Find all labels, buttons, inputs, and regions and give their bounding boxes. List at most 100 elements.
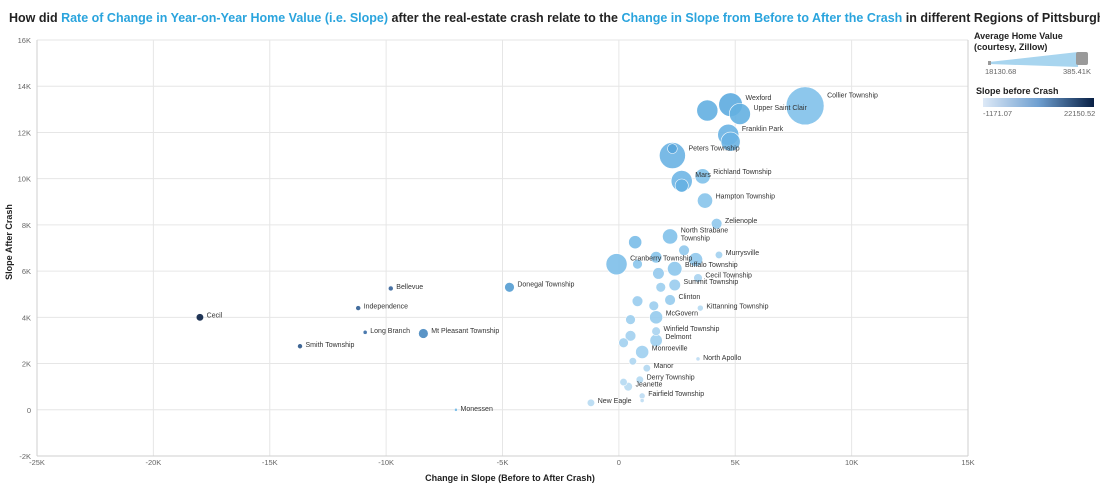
point-label: Hampton Township [716,193,776,200]
data-point[interactable] [674,178,689,193]
axis-ticks: -25K -20K -15K -10K -5K 0 5K 10K 15K -2K 0 2K 4K 6K 8K… [18,36,975,467]
data-point[interactable] [631,295,644,307]
data-point[interactable] [362,329,368,335]
title-highlight-slope: Rate of Change in Year-on-Year Home Valu… [61,11,389,25]
data-point[interactable] [662,228,678,245]
data-point[interactable] [648,300,659,311]
title-part-1: How did [9,11,62,25]
y-axis-title: Slope After Crash [4,204,14,280]
data-point[interactable] [635,345,650,359]
data-point[interactable] [650,251,663,264]
data-point[interactable] [695,356,701,362]
data-point[interactable] [667,261,683,277]
point-label: Kittanning Township [706,303,768,310]
point-label: Wexford [745,95,771,102]
color-legend-max: 22150.52 [1064,109,1096,118]
data-point[interactable] [696,99,719,122]
data-point[interactable] [710,218,723,230]
data-point[interactable] [387,285,394,292]
y-tick-label: 2K [22,360,31,369]
size-legend-min: 18130.68 [985,67,1017,76]
data-point[interactable] [639,398,645,403]
data-point[interactable] [297,343,303,350]
data-point[interactable] [504,282,515,293]
data-point[interactable] [651,326,661,336]
x-tick-label: 10K [845,458,858,467]
y-tick-label: 10K [18,175,31,184]
data-point[interactable] [635,375,644,384]
point-label: North Strabane [681,227,729,234]
data-point[interactable] [355,305,362,311]
point-label: Manor [654,363,675,370]
point-label: Peters Township [688,145,739,152]
data-point[interactable] [720,131,741,152]
data-point[interactable] [605,253,628,276]
point-label: Upper Saint Clair [753,105,807,112]
data-point[interactable] [652,267,665,280]
x-tick-label: -20K [145,458,161,467]
point-label: North Apollo [703,355,741,362]
x-tick-label: -5K [497,458,509,467]
data-point[interactable] [625,314,636,325]
data-point[interactable] [618,337,629,348]
data-point[interactable] [694,168,711,185]
point-label: Bellevue [396,284,423,291]
data-point[interactable] [418,328,429,339]
point-label: Richland Township [713,169,771,176]
data-point[interactable] [697,192,713,209]
point-label: Zelienople [725,218,757,225]
point-label: Independence [364,304,408,311]
data-point[interactable] [729,103,751,125]
x-tick-label: 15K [961,458,974,467]
data-point[interactable] [688,252,703,267]
point-label: Derry Township [647,375,695,382]
title-part-3: in different Regions of Pittsburgh? [902,11,1100,25]
color-legend-ramp [983,98,1094,107]
gridlines [36,39,969,457]
point-label: Winfield Township [663,326,719,333]
point-label: Summit Township [684,279,739,286]
data-point[interactable] [785,86,825,126]
point-label: Donegal Township [517,282,574,289]
x-tick-label: -15K [262,458,278,467]
point-label: Smith Township [306,342,355,349]
data-point[interactable] [659,142,686,169]
size-legend-min-handle [988,61,991,65]
data-point[interactable] [696,304,704,312]
point-label: Fairfield Township [648,391,704,398]
y-tick-label: 14K [18,82,31,91]
data-point[interactable] [678,244,690,256]
data-point[interactable] [624,330,637,342]
data-point[interactable] [668,278,681,292]
point-label: Delmont [665,334,691,341]
point-label: Murrysville [726,250,760,257]
y-tick-label: 12K [18,128,31,137]
point-label: Cecil [207,312,223,319]
data-point[interactable] [714,250,724,259]
data-point[interactable] [664,294,676,306]
data-point[interactable] [195,313,204,322]
point-label: Long Branch [370,328,410,335]
color-legend-title: Slope before Crash [976,86,1059,96]
y-tick-label: -2K [19,452,31,461]
data-point[interactable] [638,392,646,400]
data-point[interactable] [454,407,458,412]
data-point[interactable] [586,398,596,407]
point-label: Collier Township [827,92,878,99]
data-point[interactable] [632,258,643,270]
size-legend-max: 385.41K [1063,67,1091,76]
point-label: Jeanette [636,381,663,388]
data-point[interactable] [649,310,664,325]
data-point[interactable] [628,235,643,250]
x-tick-label: 5K [731,458,740,467]
data-point[interactable] [619,377,628,387]
x-axis-title: Change in Slope (Before to After Crash) [425,473,595,483]
data-point[interactable] [655,282,666,293]
data-point[interactable] [693,273,703,283]
data-point[interactable] [628,357,637,366]
chart-title: How did Rate of Change in Year-on-Year H… [9,11,1100,25]
data-point[interactable] [642,364,651,373]
size-legend-title-1: Average Home Value [974,31,1063,41]
data-point[interactable] [667,143,678,154]
title-part-2: after the real-estate crash relate to th… [388,11,622,25]
